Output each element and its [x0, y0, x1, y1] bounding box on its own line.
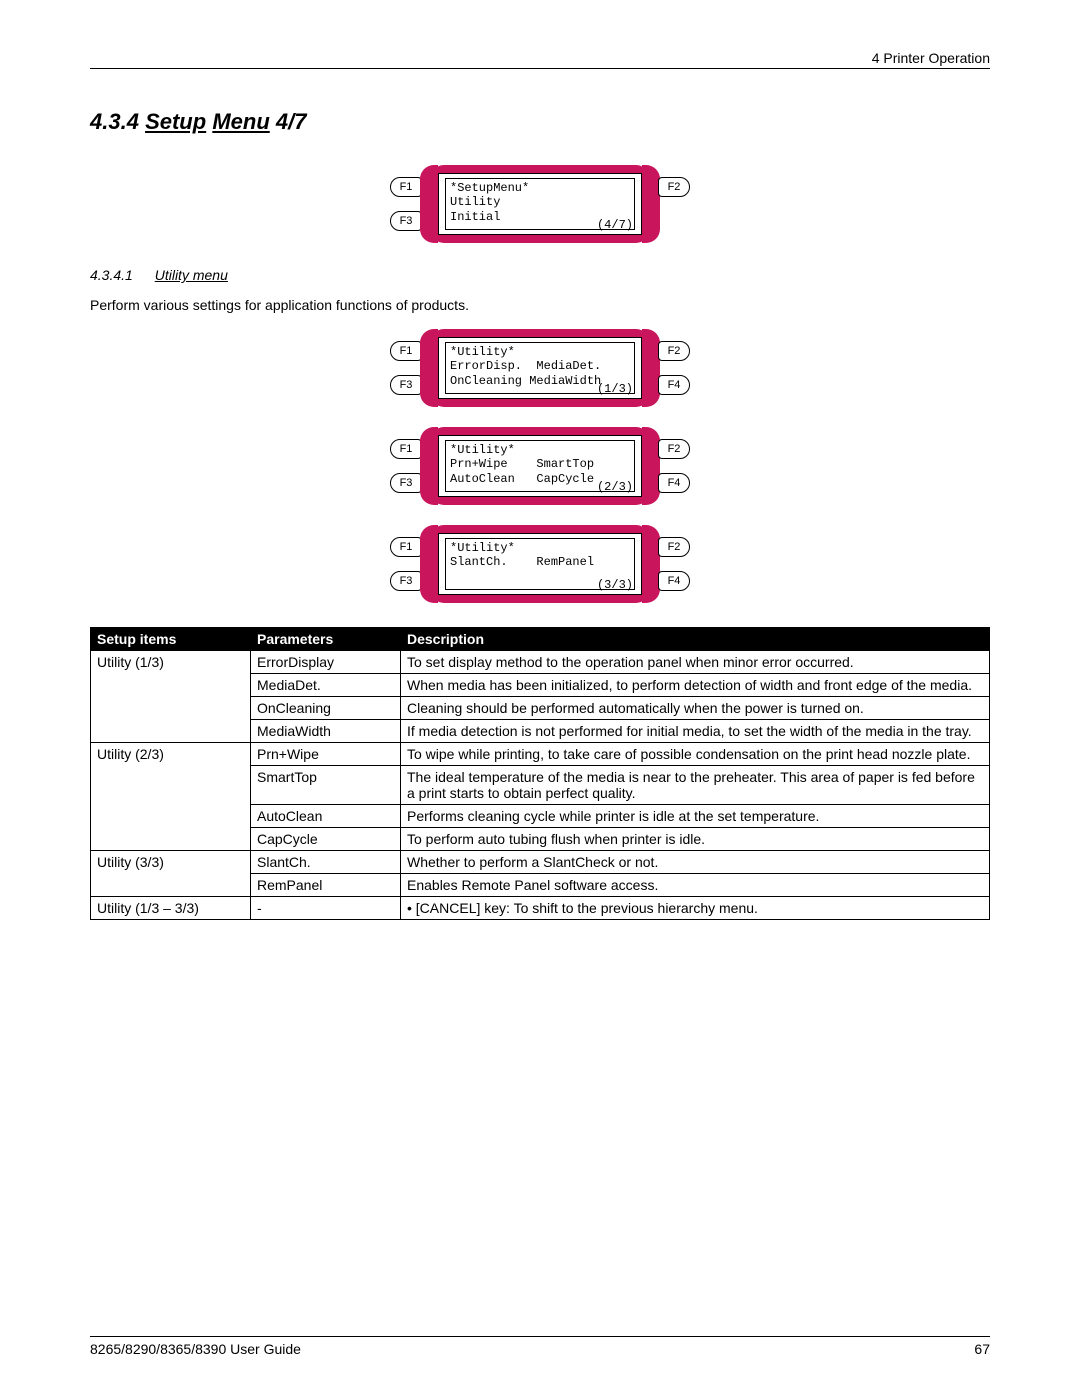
table-row: Utility (1/3 – 3/3)-• [CANCEL] key: To s…	[91, 897, 990, 920]
cell-parameter: OnCleaning	[251, 697, 401, 720]
section-title: 4.3.4 Setup Menu 4/7	[90, 109, 990, 135]
cell-description: If media detection is not performed for …	[401, 720, 990, 743]
fkey-f1: F1	[390, 439, 422, 459]
lcd-page: (2/3)	[597, 480, 633, 494]
fkey-f2: F2	[658, 537, 690, 557]
lcd-line: *Utility*	[450, 345, 630, 359]
cell-description: To set display method to the operation p…	[401, 651, 990, 674]
subsection-title: 4.3.4.1 Utility menu	[90, 267, 990, 283]
lcd-line: *Utility*	[450, 541, 630, 555]
lcd-page: (1/3)	[597, 382, 633, 396]
lcd-line: SlantCh. RemPanel	[450, 555, 630, 569]
cell-parameter: SlantCh.	[251, 851, 401, 874]
cell-description: The ideal temperature of the media is ne…	[401, 766, 990, 805]
th-parameters: Parameters	[251, 628, 401, 651]
lcd-line: *SetupMenu*	[450, 181, 630, 195]
lcd-line: ErrorDisp. MediaDet.	[450, 359, 630, 373]
cell-setup-item: Utility (1/3 – 3/3)	[91, 897, 251, 920]
page-footer: 8265/8290/8365/8390 User Guide 67	[90, 1336, 990, 1357]
cell-description: Whether to perform a SlantCheck or not.	[401, 851, 990, 874]
fkey-f2: F2	[658, 177, 690, 197]
th-setup-items: Setup items	[91, 628, 251, 651]
fkey-f4: F4	[658, 473, 690, 493]
cell-description: When media has been initialized, to perf…	[401, 674, 990, 697]
lcd-utility-3: F1 F3 *Utility*SlantCh. RemPanel (3/3) F2 F4	[390, 525, 690, 603]
th-description: Description	[401, 628, 990, 651]
intro-text: Perform various settings for application…	[90, 297, 990, 313]
cell-setup-item: Utility (2/3)	[91, 743, 251, 851]
fkey-f4: F4	[658, 375, 690, 395]
footer-page: 67	[974, 1341, 990, 1357]
cell-parameter: Prn+Wipe	[251, 743, 401, 766]
cell-parameter: CapCycle	[251, 828, 401, 851]
lcd-setup-menu: F1 F3 *SetupMenu* Utility Initial (4/7) …	[90, 165, 990, 243]
parameters-table: Setup items Parameters Description Utili…	[90, 627, 990, 920]
lcd-page: (3/3)	[597, 578, 633, 592]
cell-parameter: -	[251, 897, 401, 920]
table-row: Utility (1/3)ErrorDisplayTo set display …	[91, 651, 990, 674]
fkey-f3: F3	[390, 473, 422, 493]
cell-description: Enables Remote Panel software access.	[401, 874, 990, 897]
fkey-f1: F1	[390, 341, 422, 361]
lcd-line: Utility	[450, 195, 630, 209]
lcd-line: *Utility*	[450, 443, 630, 457]
fkey-f4: F4	[658, 571, 690, 591]
footer-guide: 8265/8290/8365/8390 User Guide	[90, 1341, 301, 1357]
lcd-utility-stack: F1F3*Utility*ErrorDisp. MediaDet.OnClean…	[90, 329, 990, 603]
table-row: Utility (3/3)SlantCh.Whether to perform …	[91, 851, 990, 874]
cell-setup-item: Utility (1/3)	[91, 651, 251, 743]
fkey-f1: F1	[390, 537, 422, 557]
chapter-label: 4 Printer Operation	[872, 50, 990, 66]
fkey-f3: F3	[390, 375, 422, 395]
cell-parameter: RemPanel	[251, 874, 401, 897]
fkey-f2: F2	[658, 439, 690, 459]
cell-description: • [CANCEL] key: To shift to the previous…	[401, 897, 990, 920]
fkeys-left: F1 F3	[390, 177, 420, 231]
fkey-f3: F3	[390, 571, 422, 591]
cell-description: Cleaning should be performed automatical…	[401, 697, 990, 720]
fkeys-right: F2	[660, 177, 690, 231]
lcd-page: (4/7)	[597, 218, 633, 232]
cell-description: Performs cleaning cycle while printer is…	[401, 805, 990, 828]
lcd-line: Prn+Wipe SmartTop	[450, 457, 630, 471]
page-header: 4 Printer Operation	[90, 50, 990, 69]
cell-parameter: ErrorDisplay	[251, 651, 401, 674]
cell-parameter: MediaWidth	[251, 720, 401, 743]
cell-setup-item: Utility (3/3)	[91, 851, 251, 897]
cell-description: To perform auto tubing flush when printe…	[401, 828, 990, 851]
cell-description: To wipe while printing, to take care of …	[401, 743, 990, 766]
fkey-f1: F1	[390, 177, 422, 197]
cell-parameter: AutoClean	[251, 805, 401, 828]
cell-parameter: MediaDet.	[251, 674, 401, 697]
cell-parameter: SmartTop	[251, 766, 401, 805]
lcd-utility-2: F1F3*Utility*Prn+Wipe SmartTopAutoClean …	[390, 427, 690, 505]
fkey-f3: F3	[390, 211, 422, 231]
fkey-f2: F2	[658, 341, 690, 361]
table-row: Utility (2/3)Prn+WipeTo wipe while print…	[91, 743, 990, 766]
lcd-utility-1: F1F3*Utility*ErrorDisp. MediaDet.OnClean…	[390, 329, 690, 407]
